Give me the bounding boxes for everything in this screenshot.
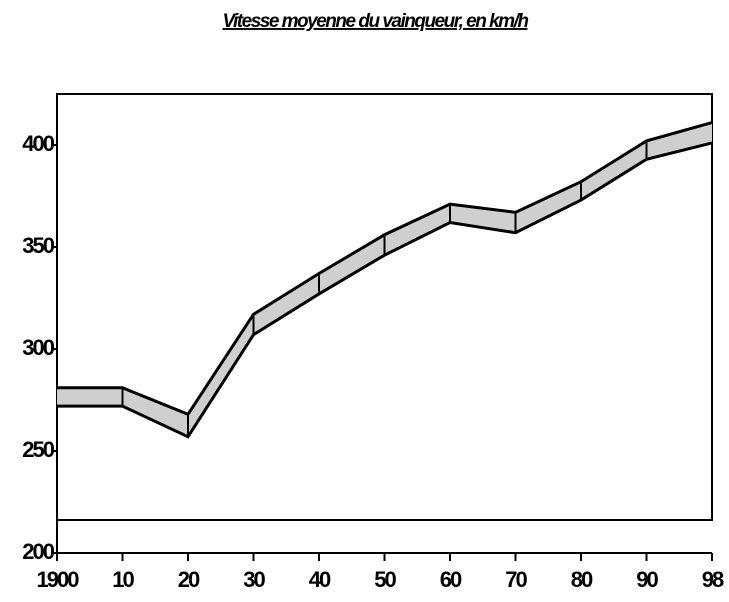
plot-frame xyxy=(56,93,713,521)
y-tick-label: 400 xyxy=(22,131,54,156)
band-segment xyxy=(646,122,712,160)
y-tick-label: 200 xyxy=(22,539,54,564)
band-segment xyxy=(188,314,254,437)
band-segment xyxy=(253,273,319,335)
band-segment xyxy=(57,387,123,407)
band-segment xyxy=(122,387,188,437)
x-tick-label: 70 xyxy=(505,567,527,592)
x-tick-label: 80 xyxy=(571,567,593,592)
x-tick-label: 50 xyxy=(374,567,396,592)
x-tick-label: 20 xyxy=(178,567,200,592)
chart-title: Vitesse moyenne du vainqueur, en km/h xyxy=(223,11,529,32)
band-segment xyxy=(581,140,647,201)
x-tick-label: 30 xyxy=(243,567,265,592)
band-segment xyxy=(384,204,450,256)
band-edge xyxy=(57,141,713,439)
x-tick-label: 60 xyxy=(440,567,462,592)
x-tick-label: 40 xyxy=(309,567,331,592)
y-tick-label: 300 xyxy=(22,335,54,360)
y-tick-label: 350 xyxy=(22,233,54,258)
band-segment xyxy=(515,181,581,233)
band-segment xyxy=(319,234,385,294)
x-tick-label: 10 xyxy=(112,567,134,592)
x-tick-label: 1900 xyxy=(37,567,80,592)
x-tick-label: 98 xyxy=(702,567,724,592)
y-tick-label: 250 xyxy=(22,437,54,462)
x-tick-label: 90 xyxy=(636,567,658,592)
